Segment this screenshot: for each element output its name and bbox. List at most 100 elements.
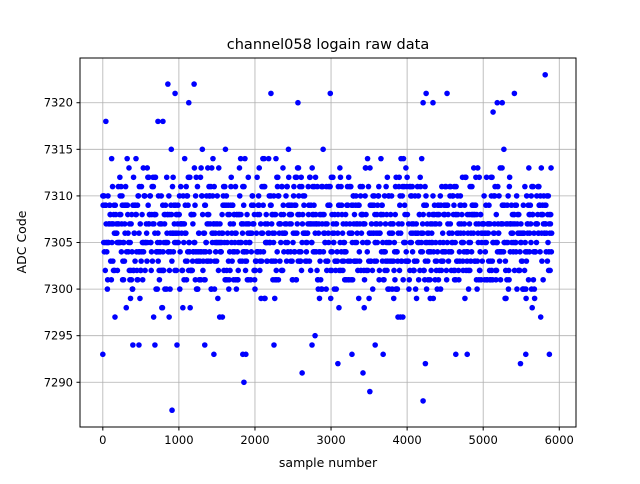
data-point	[272, 211, 279, 218]
data-point	[314, 183, 321, 190]
data-point	[327, 183, 333, 190]
data-point	[489, 174, 495, 181]
data-point	[105, 193, 111, 199]
data-point	[364, 249, 371, 255]
data-point	[455, 211, 461, 218]
data-point	[402, 239, 409, 246]
data-point	[173, 267, 180, 274]
data-point	[281, 249, 287, 255]
data-point	[134, 202, 141, 209]
data-point	[122, 183, 129, 190]
data-point	[112, 202, 119, 209]
data-point	[283, 258, 290, 264]
data-point	[199, 211, 206, 218]
data-point	[406, 286, 412, 292]
y-axis-label: ADC Code	[14, 210, 29, 273]
data-point	[256, 165, 263, 171]
data-point	[150, 183, 157, 190]
data-point	[228, 174, 235, 181]
data-point	[254, 174, 260, 181]
data-point	[252, 267, 259, 274]
data-point	[154, 286, 161, 292]
data-point	[316, 295, 323, 302]
x-tick-label: 3000	[316, 433, 345, 447]
data-point	[210, 155, 216, 162]
data-point	[290, 193, 297, 199]
data-point	[336, 304, 342, 311]
data-point	[223, 193, 230, 199]
data-point	[467, 239, 474, 246]
data-point	[102, 267, 109, 274]
data-point	[104, 286, 111, 292]
data-point	[423, 202, 430, 209]
data-point	[211, 183, 217, 190]
data-point	[447, 221, 454, 227]
data-point	[144, 165, 151, 171]
data-point-outlier	[335, 360, 341, 367]
data-point	[140, 165, 147, 171]
data-point	[324, 221, 330, 227]
data-point	[403, 249, 410, 255]
data-point	[241, 183, 247, 190]
data-point	[288, 211, 295, 218]
data-points	[100, 71, 555, 414]
x-tick-label: 0	[99, 433, 106, 447]
data-point	[371, 193, 378, 199]
data-point	[118, 249, 125, 255]
data-point	[444, 239, 451, 246]
x-tick-label: 5000	[469, 433, 498, 447]
data-point	[469, 183, 475, 190]
data-point	[189, 258, 196, 264]
data-point	[245, 174, 252, 181]
data-point	[420, 211, 427, 218]
data-point	[359, 239, 366, 246]
data-point	[323, 286, 329, 292]
data-point	[227, 267, 233, 274]
data-point	[277, 258, 283, 264]
data-point	[289, 258, 295, 264]
data-point	[319, 183, 326, 190]
data-point	[430, 295, 437, 302]
data-point	[334, 258, 341, 264]
data-point	[183, 230, 189, 236]
data-point	[142, 193, 148, 199]
data-point	[505, 193, 511, 199]
data-point	[312, 174, 319, 181]
data-point	[238, 239, 245, 246]
data-point	[238, 211, 244, 218]
data-point	[218, 249, 224, 255]
data-point	[181, 221, 188, 227]
data-point	[353, 193, 359, 199]
data-point	[425, 258, 431, 264]
data-point	[400, 155, 407, 162]
x-tick-label: 6000	[545, 433, 574, 447]
data-point	[148, 249, 155, 255]
data-point	[112, 314, 118, 320]
data-point	[376, 183, 382, 190]
data-point	[298, 249, 304, 255]
data-point	[327, 202, 333, 209]
data-point	[200, 267, 206, 274]
data-point	[103, 249, 110, 255]
data-point	[460, 258, 466, 264]
data-point	[152, 211, 159, 218]
data-point	[208, 165, 215, 171]
data-point	[419, 249, 426, 255]
data-point	[309, 165, 315, 171]
data-point	[303, 249, 310, 255]
data-point	[337, 165, 343, 171]
data-point	[512, 239, 519, 246]
data-point	[219, 211, 225, 218]
data-point	[169, 258, 175, 264]
data-point	[229, 202, 236, 209]
data-point	[523, 193, 530, 199]
data-point	[505, 286, 512, 292]
data-point-outlier	[367, 388, 373, 395]
data-point	[273, 267, 280, 274]
data-point	[404, 174, 410, 181]
data-point	[362, 193, 368, 199]
data-point	[162, 202, 169, 209]
data-point	[215, 165, 222, 171]
data-point	[226, 276, 232, 283]
data-point	[125, 230, 131, 236]
